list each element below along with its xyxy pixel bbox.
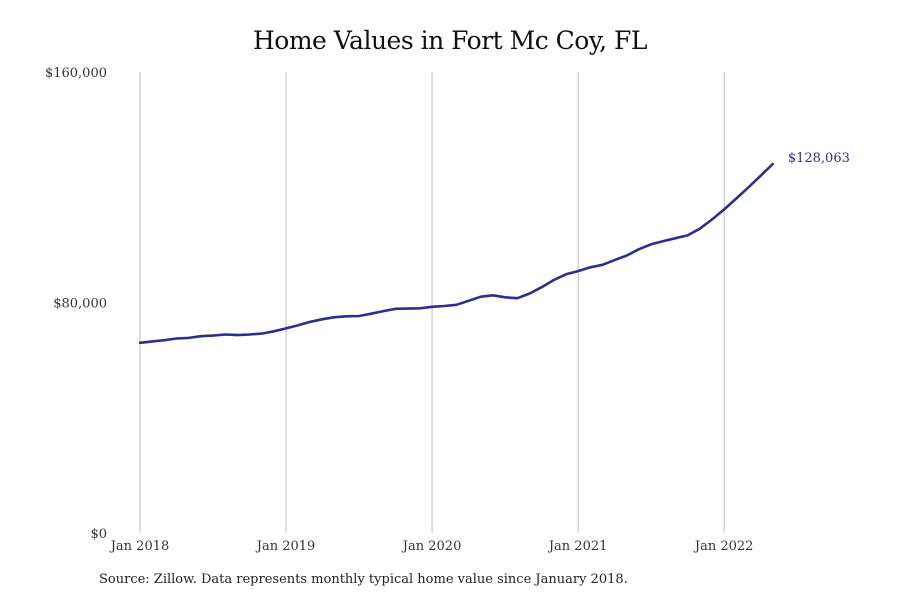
y-tick-label: $80,000	[53, 297, 107, 312]
series-line	[138, 162, 775, 345]
chart-title: Home Values in Fort Mc Coy, FL	[252, 26, 648, 55]
series-layer: $128,063	[138, 151, 850, 345]
y-axis-ticks: $0 $80,000 $160,000	[45, 66, 107, 542]
x-axis-ticks: Jan 2018 Jan 2019 Jan 2020 Jan 2021 Jan 2022	[109, 539, 754, 554]
y-tick-label: $0	[90, 527, 107, 542]
x-tick-label: Jan 2021	[547, 539, 608, 554]
source-note: Source: Zillow. Data represents monthly …	[99, 572, 628, 587]
x-tick-label: Jan 2018	[109, 539, 170, 554]
x-tick-label: Jan 2020	[401, 539, 462, 554]
x-tick-label: Jan 2019	[255, 539, 316, 554]
x-tick-label: Jan 2022	[693, 539, 754, 554]
y-tick-label: $160,000	[45, 66, 107, 81]
end-value-label: $128,063	[788, 151, 850, 166]
gridlines	[139, 72, 725, 533]
